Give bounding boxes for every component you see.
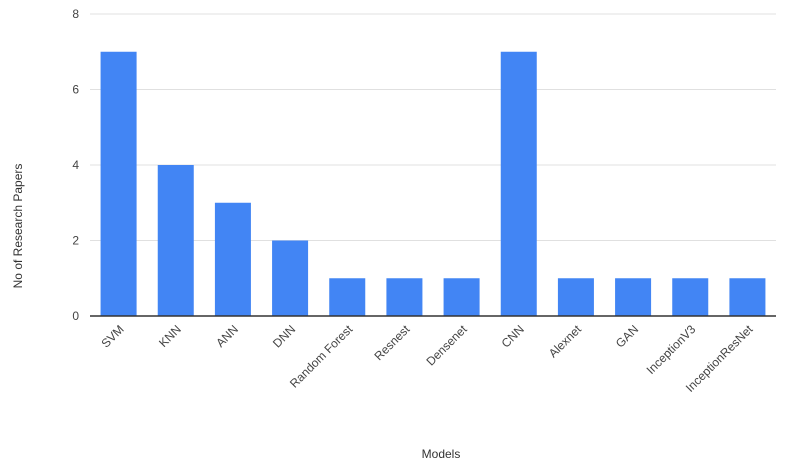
bar-resnest <box>386 278 423 316</box>
x-tick-label: ANN <box>213 322 241 350</box>
x-tick-label: SVM <box>98 322 126 350</box>
bar-alexnet <box>557 278 594 316</box>
y-axis-ticks: 0 2 4 6 8 <box>72 7 79 323</box>
x-axis-title: Models <box>422 447 461 461</box>
x-tick-label: DNN <box>270 322 298 350</box>
x-tick-label: Densenet <box>423 322 470 369</box>
y-tick-label: 6 <box>72 83 79 97</box>
x-tick-label: Resnest <box>372 322 413 363</box>
bar-svm <box>100 51 137 316</box>
bar-cnn <box>500 51 537 316</box>
bar-inceptionv3 <box>672 278 709 316</box>
bar-gan <box>615 278 652 316</box>
y-tick-label: 8 <box>72 7 79 21</box>
x-tick-label: KNN <box>156 322 184 350</box>
bar-densenet <box>443 278 480 316</box>
bar-inceptionresnet <box>729 278 766 316</box>
gridlines <box>90 13 776 241</box>
bar-knn <box>157 165 194 316</box>
y-axis-title: No of Research Papers <box>11 164 25 289</box>
bar-ann <box>214 202 251 316</box>
y-tick-label: 0 <box>72 309 79 323</box>
x-tick-label: CNN <box>499 322 527 350</box>
y-tick-label: 4 <box>72 158 79 172</box>
x-tick-label: InceptionV3 <box>644 322 699 377</box>
y-tick-label: 2 <box>72 234 79 248</box>
x-tick-label: Alexnet <box>546 322 585 361</box>
bar-dnn <box>272 240 309 316</box>
bar-random-forest <box>329 278 366 316</box>
bars <box>100 51 766 316</box>
x-tick-label: GAN <box>613 322 641 350</box>
